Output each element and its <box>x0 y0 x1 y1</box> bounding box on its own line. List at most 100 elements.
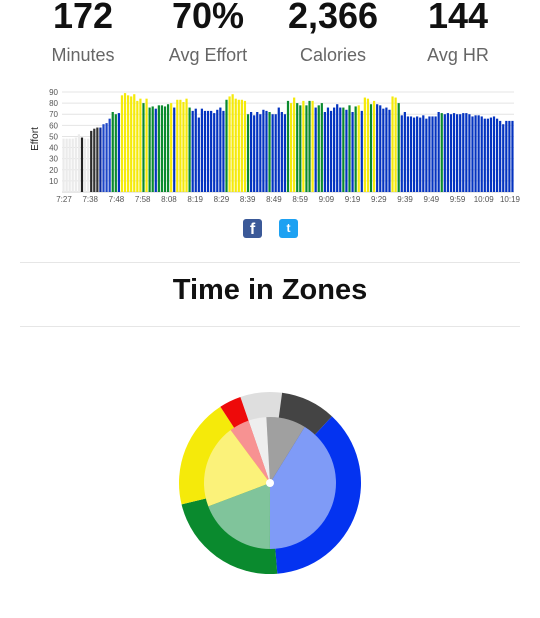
effort-bar <box>206 110 210 192</box>
effort-bar <box>191 110 194 192</box>
effort-x-tick-label: 7:58 <box>135 195 151 204</box>
effort-bar <box>385 107 388 192</box>
effort-bar <box>151 106 154 192</box>
effort-bar <box>323 112 327 192</box>
effort-y-tick-label: 70 <box>49 110 58 119</box>
effort-bar <box>83 138 87 192</box>
effort-bar <box>170 103 173 192</box>
effort-bar <box>182 102 185 192</box>
effort-bar <box>354 106 357 192</box>
effort-bar <box>422 115 425 192</box>
effort-x-ticks: 7:27 7:38 7:48 7:58 8:08 8:19 8:29 8:39 8:49 8:59… <box>56 195 520 204</box>
effort-bar <box>431 116 434 192</box>
effort-bar <box>117 113 120 192</box>
effort-bar <box>437 112 440 192</box>
effort-x-tick-label: 9:29 <box>371 195 387 204</box>
effort-bar <box>495 118 499 192</box>
zone-5-inner-slice <box>204 430 270 507</box>
effort-bar <box>465 113 468 192</box>
summary-stats: 172 Minutes 70% Avg Effort 2,366 Calorie… <box>0 0 540 70</box>
effort-bar <box>130 96 133 192</box>
effort-bar <box>289 103 293 192</box>
effort-bar <box>268 112 271 192</box>
effort-bar <box>471 116 474 192</box>
twitter-share-button[interactable]: t <box>279 219 298 238</box>
effort-bar <box>154 108 157 192</box>
effort-y-axis-label: Effort <box>30 127 41 151</box>
effort-x-tick-label: 8:19 <box>187 195 203 204</box>
stat-avg-hr-value: 144 <box>427 0 489 36</box>
effort-bar <box>333 107 336 192</box>
effort-bar <box>394 97 397 192</box>
effort-bar <box>142 103 145 192</box>
zone-3-inner-slice <box>269 426 336 549</box>
effort-bar <box>339 107 342 192</box>
effort-x-tick-label: 7:38 <box>82 195 98 204</box>
effort-bar <box>416 116 419 192</box>
effort-bar <box>249 112 253 192</box>
effort-bar <box>96 127 99 192</box>
effort-x-tick-label: 10:09 <box>474 195 495 204</box>
effort-bar <box>62 138 65 192</box>
effort-bar <box>108 118 111 192</box>
effort-bar <box>210 110 213 192</box>
effort-x-tick-label: 9:19 <box>345 195 361 204</box>
effort-bar <box>197 117 200 192</box>
effort-bar <box>74 137 77 192</box>
effort-bar <box>293 97 296 192</box>
effort-bar <box>369 104 373 192</box>
facebook-share-button[interactable]: f <box>243 219 262 238</box>
effort-bar <box>440 113 443 192</box>
effort-bar <box>317 105 320 192</box>
time-in-zones-chart <box>179 392 361 574</box>
effort-bar <box>372 100 376 192</box>
effort-bar <box>492 116 496 192</box>
effort-bar <box>123 93 127 192</box>
stat-avg-effort-label: Avg Effort <box>168 45 248 65</box>
effort-bar <box>179 99 182 192</box>
effort-x-tick-label: 8:29 <box>214 195 230 204</box>
effort-bar <box>326 107 330 192</box>
effort-bar <box>425 118 428 192</box>
effort-bar <box>102 124 105 192</box>
effort-bar <box>468 114 471 192</box>
effort-bar <box>127 95 130 192</box>
effort-bar <box>228 96 231 192</box>
effort-y-tick-label: 40 <box>49 144 58 153</box>
zone-2-inner-slice <box>266 417 305 483</box>
effort-bar <box>65 138 68 192</box>
effort-bar <box>80 137 84 192</box>
effort-bar <box>379 105 382 192</box>
effort-x-tick-label: 9:59 <box>450 195 466 204</box>
effort-bar <box>225 99 228 192</box>
effort-y-tick-label: 60 <box>49 121 58 130</box>
effort-bar <box>400 115 403 192</box>
effort-bar <box>71 138 74 192</box>
effort-bar <box>345 109 348 192</box>
effort-bar <box>240 99 243 192</box>
effort-y-ticks: 10 20 30 40 50 60 70 80 90 <box>49 88 58 186</box>
effort-bar <box>99 127 102 192</box>
effort-bar <box>277 107 280 192</box>
effort-bar <box>348 105 351 192</box>
facebook-icon: f <box>249 221 256 238</box>
effort-bar <box>499 120 502 192</box>
time-in-zones-title: Time in Zones <box>172 274 368 306</box>
effort-bar <box>114 114 117 192</box>
effort-bar <box>194 108 197 192</box>
effort-bar <box>157 105 160 192</box>
effort-bar <box>302 100 305 192</box>
effort-bar <box>342 107 345 192</box>
effort-bar <box>274 114 277 192</box>
effort-bar <box>474 115 477 192</box>
effort-bar <box>311 100 314 192</box>
effort-bar <box>363 97 366 192</box>
effort-y-tick-label: 80 <box>49 99 58 108</box>
effort-bar <box>283 114 287 192</box>
stat-avg-effort-value: 70% <box>171 0 245 36</box>
effort-bar <box>148 107 151 192</box>
effort-x-tick-label: 9:49 <box>424 195 440 204</box>
effort-bar <box>382 108 385 192</box>
effort-x-tick-label: 8:59 <box>292 195 308 204</box>
effort-bar <box>185 98 188 192</box>
